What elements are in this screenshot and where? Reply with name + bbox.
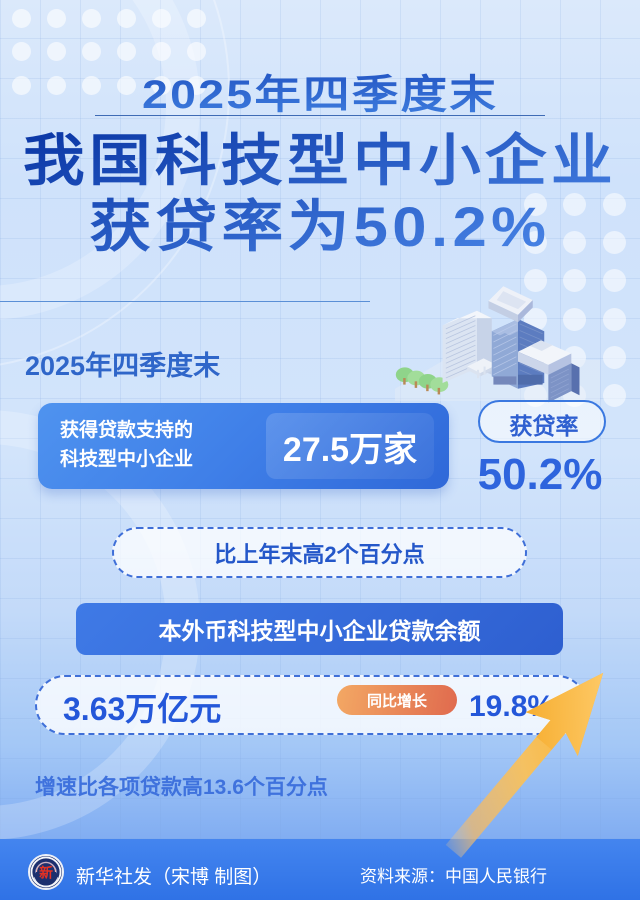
svg-text:新: 新 (39, 864, 53, 880)
